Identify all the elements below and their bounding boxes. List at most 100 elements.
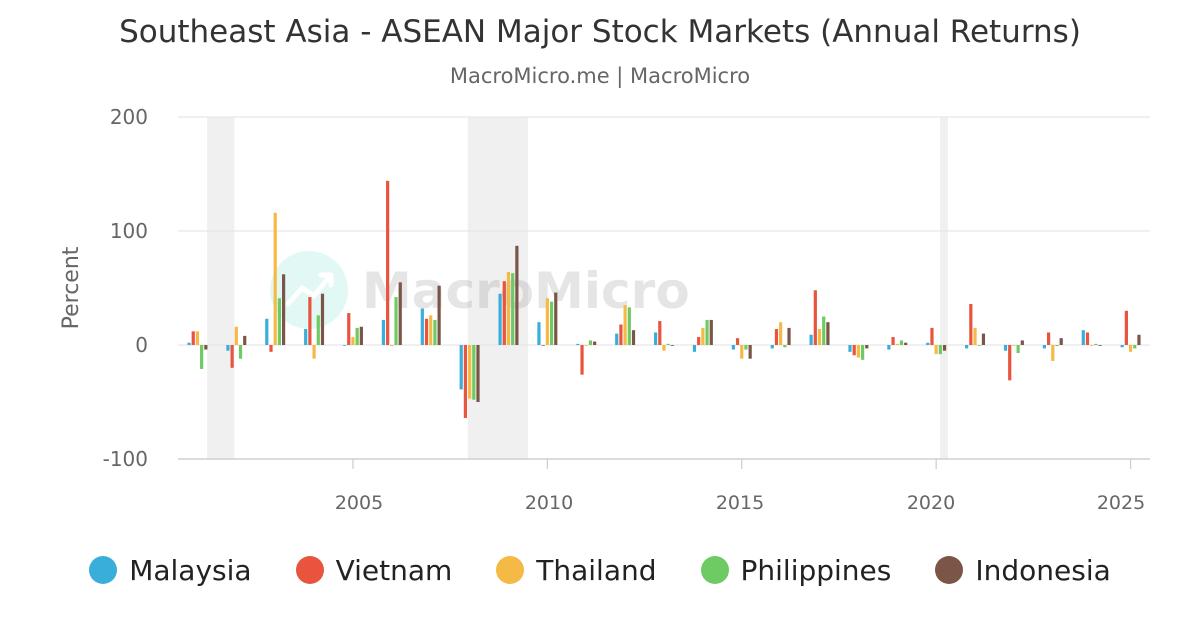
- bar-vietnam-2013: [658, 321, 662, 345]
- bar-vietnam-2023: [1047, 332, 1051, 345]
- bar-indonesia-2024: [1098, 345, 1102, 346]
- legend-item-malaysia[interactable]: Malaysia: [89, 553, 252, 587]
- bar-vietnam-2008: [463, 345, 467, 418]
- bar-vietnam-2009: [502, 281, 506, 345]
- bar-thailand-2004: [312, 345, 316, 359]
- bar-vietnam-2018: [852, 345, 856, 356]
- bar-philippines-2012: [627, 307, 631, 345]
- bar-vietnam-2001: [191, 331, 195, 345]
- bar-malaysia-2008: [459, 345, 463, 390]
- watermark-text: MacroMicro: [362, 262, 690, 320]
- y-axis-label: Percent: [59, 246, 84, 329]
- legend-swatch: [700, 556, 729, 584]
- bar-malaysia-2021: [965, 345, 969, 349]
- bar-indonesia-2006: [398, 282, 402, 345]
- bar-indonesia-2013: [670, 345, 674, 346]
- legend: Malaysia Vietnam Thailand Philippines In…: [0, 548, 1200, 592]
- x-tick-label: 2015: [716, 492, 764, 514]
- bar-philippines-2015: [744, 345, 748, 350]
- legend-swatch: [89, 556, 118, 584]
- bar-philippines-2023: [1055, 345, 1059, 347]
- bar-vietnam-2017: [813, 290, 817, 345]
- data-bars: [187, 180, 1141, 418]
- legend-label: Thailand: [536, 553, 657, 587]
- bar-vietnam-2024: [1085, 332, 1090, 345]
- bar-vietnam-2010: [541, 345, 545, 346]
- bar-thailand-2013: [662, 345, 666, 351]
- bar-vietnam-2020: [930, 327, 934, 345]
- bar-vietnam-2022: [1008, 345, 1012, 381]
- legend-item-vietnam[interactable]: Vietnam: [295, 553, 453, 587]
- bar-indonesia-2022: [1020, 340, 1024, 345]
- bar-philippines-2020: [938, 345, 942, 355]
- x-tick-label: 2020: [907, 492, 955, 514]
- legend-item-indonesia[interactable]: Indonesia: [935, 554, 1111, 587]
- bar-vietnam-2003: [269, 345, 273, 352]
- legend-swatch: [295, 556, 324, 584]
- bar-indonesia-2021: [981, 333, 986, 345]
- bar-vietnam-2016: [774, 329, 779, 345]
- bar-philippines-2021: [977, 345, 981, 346]
- bar-malaysia-2016: [770, 345, 774, 349]
- bar-vietnam-2025: [1124, 310, 1128, 345]
- x-tick-label: 2025: [1097, 492, 1145, 514]
- bar-vietnam-2011: [580, 345, 584, 375]
- bar-thailand-2003: [273, 212, 277, 345]
- x-tick-label: 2005: [335, 492, 383, 514]
- bar-thailand-2024: [1090, 345, 1094, 346]
- bar-thailand-2021: [973, 327, 977, 345]
- bar-indonesia-2017: [826, 322, 830, 345]
- bar-indonesia-2011: [593, 341, 597, 345]
- legend-label: Vietnam: [335, 553, 453, 587]
- bar-indonesia-2007: [437, 285, 441, 345]
- legend-label: Malaysia: [129, 553, 252, 587]
- bar-malaysia-2002: [226, 345, 230, 351]
- bar-malaysia-2019: [887, 345, 891, 350]
- bar-malaysia-2012: [615, 333, 619, 345]
- bar-thailand-2011: [584, 345, 588, 346]
- y-tick-label: 100: [110, 219, 148, 243]
- bar-thailand-2002: [234, 326, 238, 345]
- bar-philippines-2010: [549, 301, 554, 345]
- x-tick-label: 2010: [525, 492, 573, 514]
- chart-trend-icon: [270, 251, 348, 329]
- bar-thailand-2009: [506, 272, 511, 345]
- bar-malaysia-2011: [576, 343, 580, 345]
- bar-vietnam-2021: [969, 303, 973, 345]
- bar-philippines-2002: [238, 345, 243, 359]
- bar-malaysia-2001: [187, 342, 191, 345]
- bar-thailand-2025: [1128, 345, 1133, 352]
- legend-item-thailand[interactable]: Thailand: [496, 553, 657, 587]
- bar-indonesia-2008: [476, 345, 480, 402]
- bar-philippines-2014: [705, 319, 709, 345]
- bar-philippines-2008: [472, 345, 476, 400]
- bar-malaysia-2015: [731, 345, 735, 350]
- bar-philippines-2017: [822, 316, 826, 345]
- bar-indonesia-2004: [320, 293, 325, 345]
- bar-thailand-2005: [351, 337, 355, 345]
- legend-item-philippines[interactable]: Philippines: [700, 554, 891, 587]
- bar-philippines-2019: [899, 340, 904, 345]
- bar-indonesia-2020: [942, 345, 947, 351]
- bar-thailand-2017: [817, 329, 822, 345]
- bar-malaysia-2007: [420, 308, 424, 345]
- bar-thailand-2020: [934, 345, 938, 355]
- bar-malaysia-2024: [1081, 330, 1085, 345]
- bar-philippines-2016: [783, 345, 787, 348]
- recession-band: [207, 117, 235, 459]
- bar-indonesia-2002: [243, 335, 247, 345]
- bar-philippines-2006: [394, 297, 398, 345]
- bar-indonesia-2016: [787, 327, 791, 345]
- bar-malaysia-2023: [1042, 345, 1046, 349]
- bar-thailand-2008: [468, 345, 472, 399]
- bar-indonesia-2019: [904, 342, 908, 345]
- bar-thailand-2012: [623, 305, 627, 345]
- watermark: MacroMicro: [270, 251, 690, 329]
- bar-thailand-2022: [1012, 345, 1016, 346]
- y-tick-label: -100: [103, 447, 148, 471]
- legend-swatch: [496, 556, 525, 584]
- bar-indonesia-2010: [554, 292, 558, 345]
- bar-philippines-2003: [277, 298, 281, 345]
- bar-indonesia-2012: [631, 330, 636, 345]
